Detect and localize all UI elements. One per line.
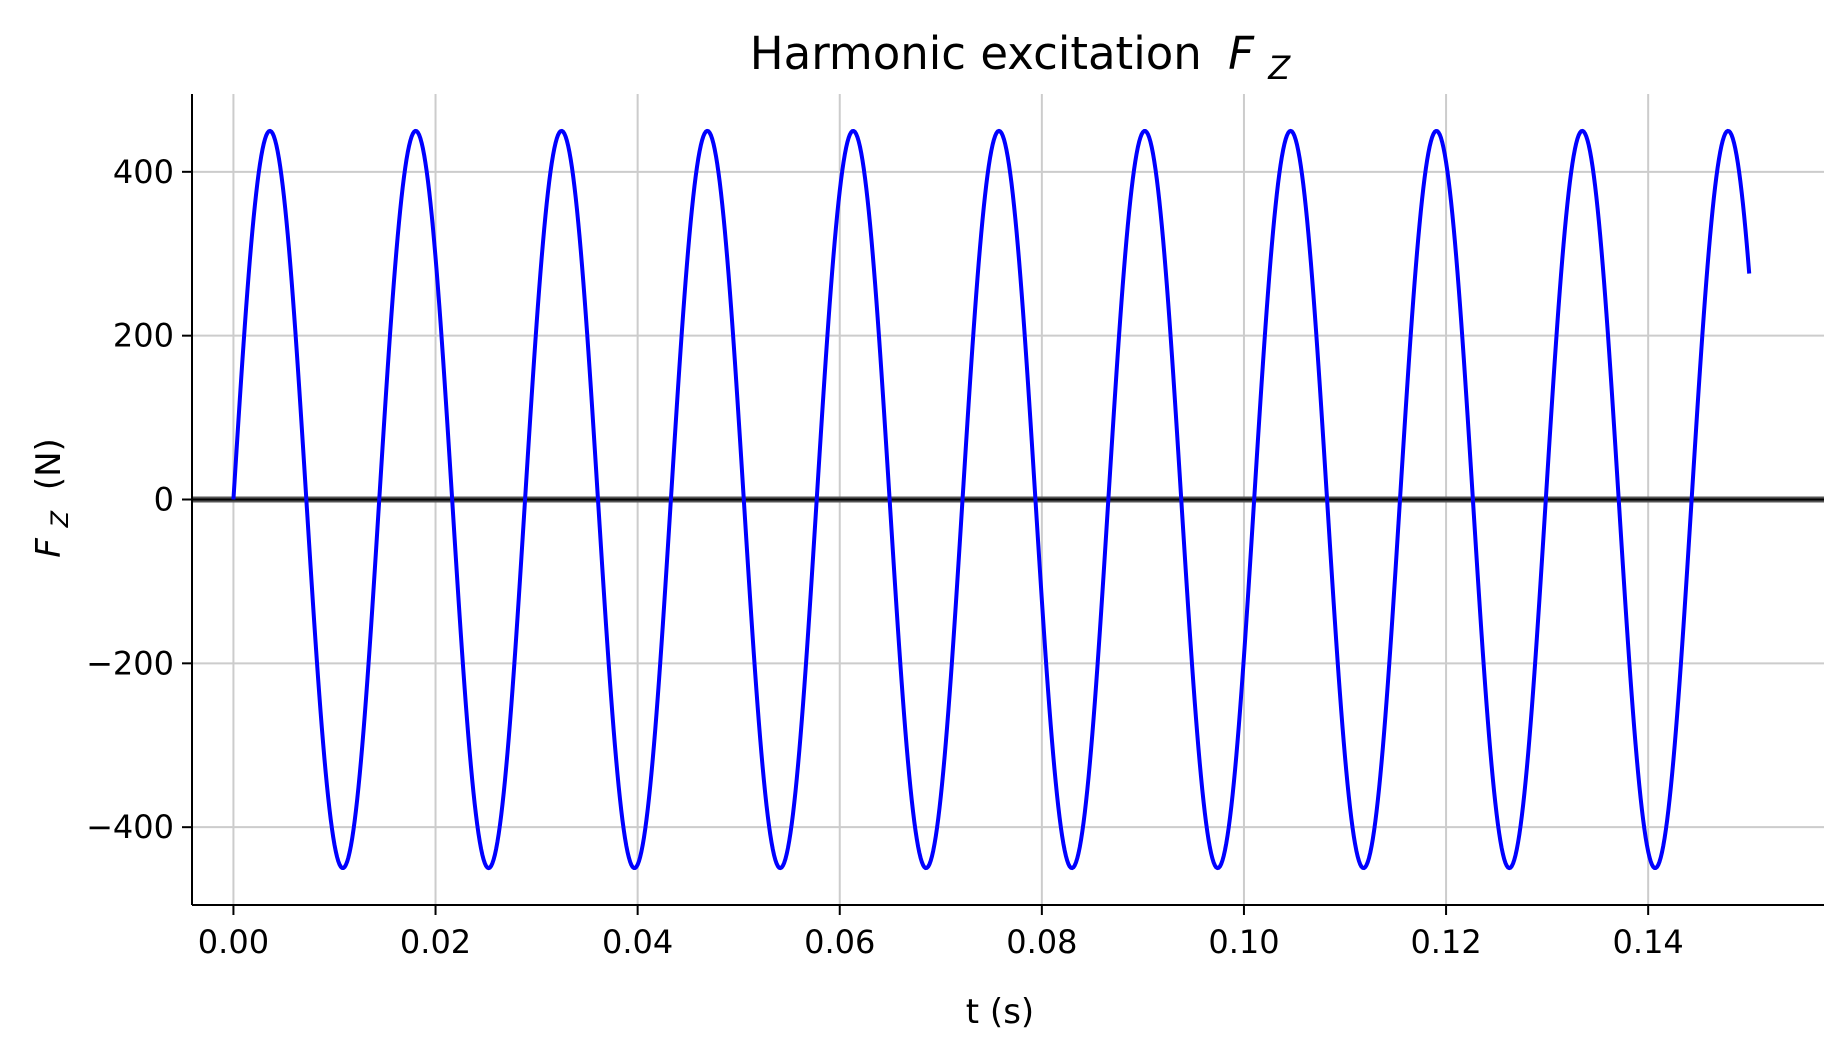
x-axis-label: t (s): [966, 992, 1034, 1032]
series-line-fz: [231, 128, 1752, 871]
chart-title: Harmonic excitation F Z: [750, 27, 1291, 87]
x-tick-label: 0.08: [1006, 923, 1077, 961]
x-tick-label: 0.02: [400, 923, 471, 961]
x-tick-label: 0.10: [1208, 923, 1279, 961]
ticks: 0.00 0.02 0.04 0.06 0.08 0.10 0.12 0.14 −400 −200…: [86, 153, 1684, 961]
y-tick-label: −400: [86, 808, 174, 846]
y-axis-label-symbol-sub: Z: [46, 510, 74, 528]
y-axis-label-unit: (N): [29, 438, 69, 490]
x-tick-label: 0.00: [198, 923, 269, 961]
y-tick-label: 400: [113, 153, 174, 191]
y-axis-label: F Z (N): [29, 438, 77, 558]
x-tick-label: 0.14: [1613, 923, 1684, 961]
y-tick-label: 200: [113, 317, 174, 355]
chart-title-text: Harmonic excitation: [750, 27, 1202, 80]
x-tick-label: 0.06: [804, 923, 875, 961]
y-tick-label: −200: [86, 644, 174, 682]
x-tick-label: 0.12: [1410, 923, 1481, 961]
y-tick-label: 0: [154, 481, 174, 519]
series: [231, 128, 1752, 871]
x-tick-label: 0.04: [602, 923, 673, 961]
y-axis-label-symbol: F: [29, 538, 69, 558]
chart-title-symbol: F: [1228, 27, 1255, 80]
chart-title-symbol-sub: Z: [1267, 49, 1291, 87]
